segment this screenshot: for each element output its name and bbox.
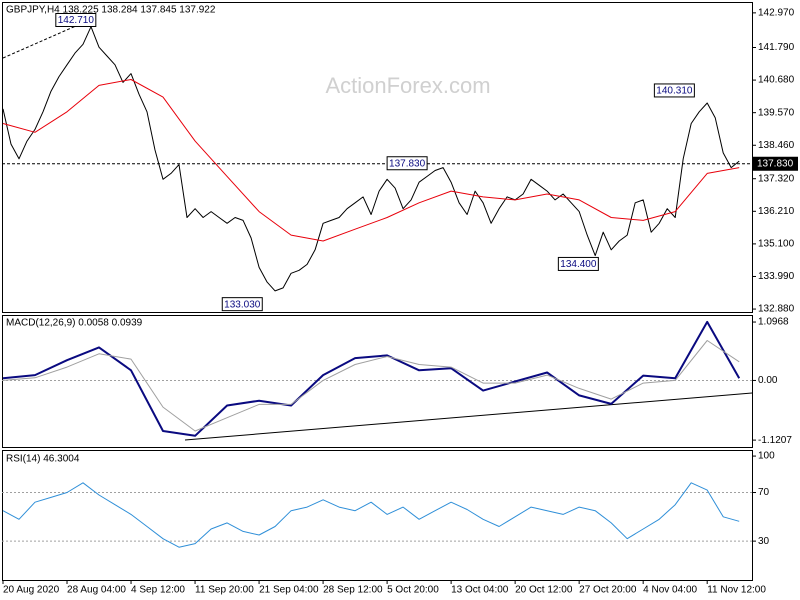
x-tick-label: 28 Sep 12:00 xyxy=(323,585,383,596)
x-tick-label: 11 Sep 20:00 xyxy=(195,585,254,596)
price-annotation-box xyxy=(653,83,695,98)
price-annotation: 133.030 xyxy=(224,299,261,310)
rsi-panel xyxy=(2,450,753,581)
y-tick-label: 135.100 xyxy=(758,239,795,250)
rsi-header: RSI(14) 46.3004 xyxy=(6,454,80,465)
price-annotation-box xyxy=(557,256,599,271)
price-panel xyxy=(2,2,753,313)
y-tick-label: 136.210 xyxy=(758,206,795,217)
y-tick-label: 140.680 xyxy=(758,75,795,86)
x-tick-label: 5 Oct 20:00 xyxy=(387,585,439,596)
price-annotation: 137.830 xyxy=(389,158,426,169)
y-tick-label: 70 xyxy=(758,487,770,498)
y-tick-label: 132.880 xyxy=(758,304,795,315)
price-level-box xyxy=(753,156,798,171)
price-annotation-box xyxy=(386,156,428,171)
y-tick-label: 139.570 xyxy=(758,107,795,118)
x-tick-label: 20 Aug 2020 xyxy=(3,585,60,596)
price-annotation: 142.710 xyxy=(58,15,95,26)
y-tick-label: 0.00 xyxy=(758,375,778,386)
y-tick-label: 138.460 xyxy=(758,140,795,151)
y-tick-label: 133.990 xyxy=(758,271,795,282)
y-tick-label: 100 xyxy=(758,451,775,462)
x-tick-label: 21 Sep 04:00 xyxy=(259,585,319,596)
series-line xyxy=(2,340,740,432)
x-tick-label: 4 Nov 04:00 xyxy=(643,585,697,596)
x-tick-label: 13 Oct 04:00 xyxy=(451,585,509,596)
price-annotation-box xyxy=(221,297,263,312)
price-header: GBPJPY,H4 138.225 138.284 137.845 137.92… xyxy=(6,5,216,16)
price-annotation-box xyxy=(55,12,97,27)
series-line xyxy=(2,26,740,292)
y-tick-label: 137.320 xyxy=(758,173,795,184)
series-line xyxy=(2,320,741,437)
watermark: ActionForex.com xyxy=(325,73,490,98)
series-line xyxy=(2,482,740,548)
x-tick-label: 4 Sep 12:00 xyxy=(131,585,185,596)
x-tick-label: 27 Oct 20:00 xyxy=(579,585,637,596)
y-tick-label: -1.1207 xyxy=(758,435,792,446)
y-tick-label: 141.790 xyxy=(758,42,795,53)
y-tick-label: 30 xyxy=(758,536,770,547)
price-annotation: 134.400 xyxy=(560,259,597,270)
x-tick-label: 28 Aug 04:00 xyxy=(67,585,126,596)
price-level-label: 137.830 xyxy=(757,158,794,169)
price-annotation: 140.310 xyxy=(656,86,693,97)
macd-panel xyxy=(2,315,753,448)
macd-header: MACD(12,26,9) 0.0058 0.0939 xyxy=(6,318,143,329)
x-tick-label: 20 Oct 12:00 xyxy=(515,585,573,596)
x-tick-label: 11 Nov 12:00 xyxy=(707,585,766,596)
y-tick-label: 142.970 xyxy=(758,8,795,19)
series-line xyxy=(2,79,740,242)
macd-trend-line xyxy=(184,392,753,441)
y-tick-label: 1.0968 xyxy=(758,317,789,328)
